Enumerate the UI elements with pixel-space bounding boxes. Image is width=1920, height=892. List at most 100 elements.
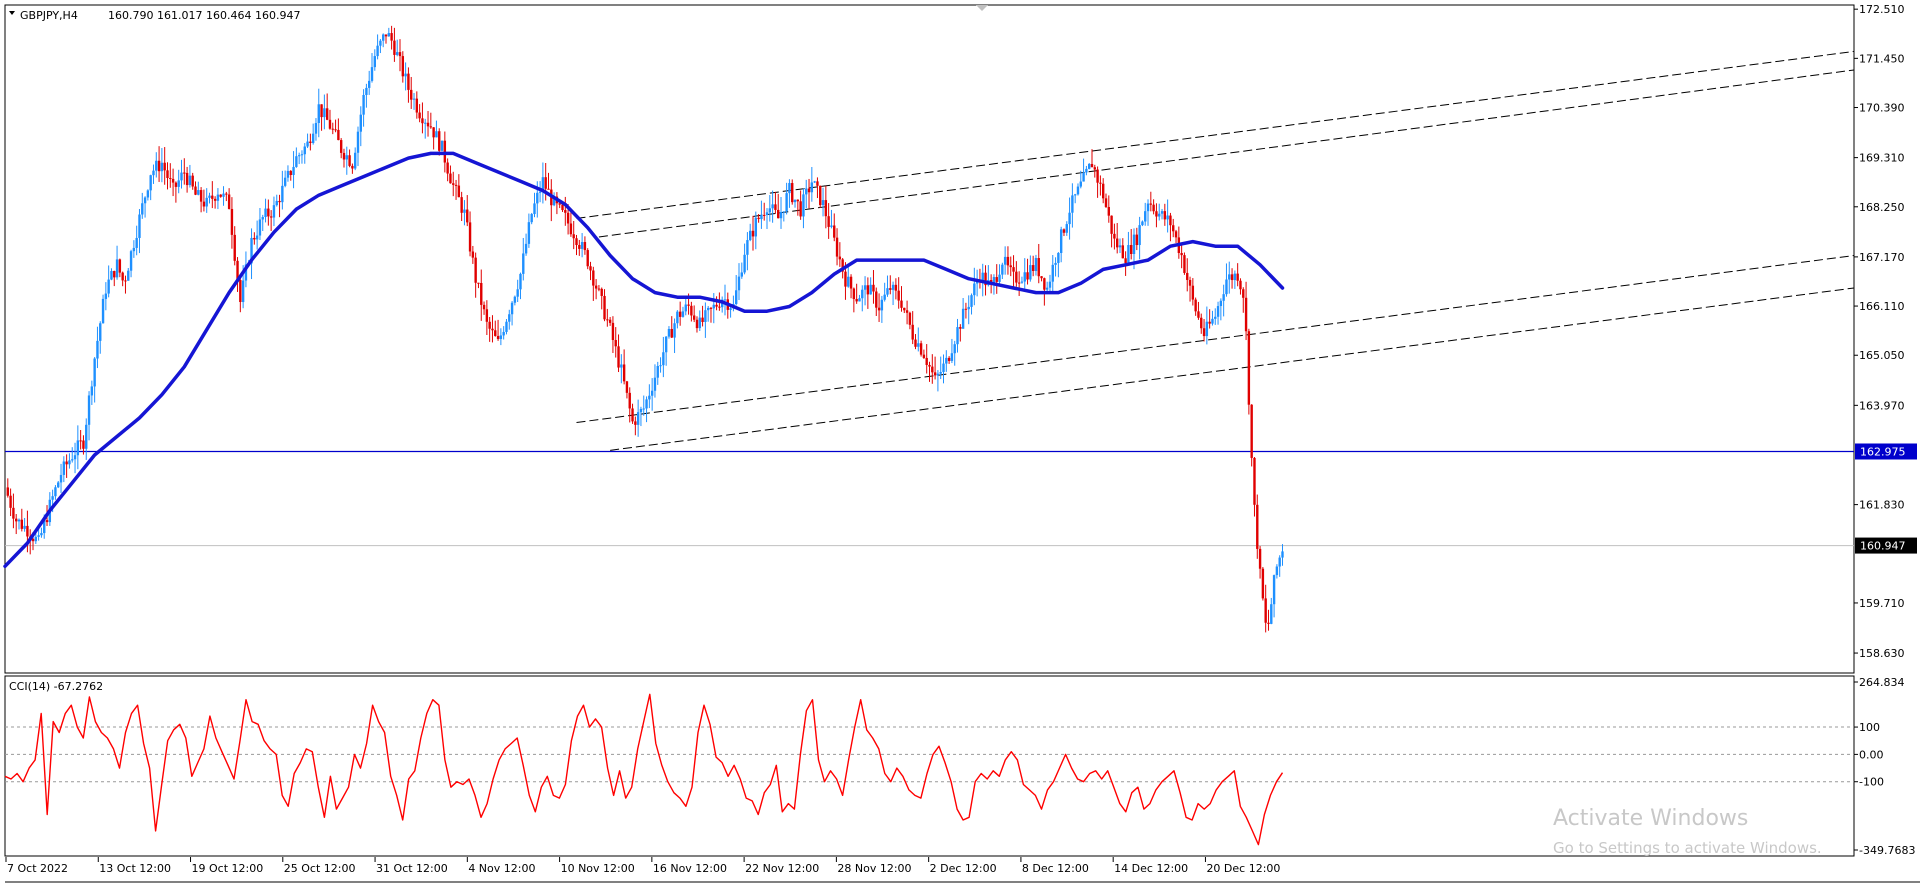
candle-body — [1082, 172, 1085, 182]
symbol-dropdown-icon[interactable] — [9, 11, 15, 15]
channel-trendline[interactable] — [598, 69, 1855, 238]
candle-body — [552, 196, 556, 206]
candle-body — [255, 235, 259, 240]
candle-body — [222, 193, 225, 197]
candle-body — [1169, 215, 1172, 226]
candle-body — [667, 328, 671, 337]
candle-body — [1059, 229, 1063, 253]
candle-body — [51, 496, 54, 500]
price-candles-layer — [6, 25, 1284, 633]
candle-body — [1253, 457, 1256, 505]
candle-body — [485, 309, 489, 322]
candle-body — [353, 152, 357, 169]
candle-body — [376, 45, 379, 57]
candle-body — [1054, 262, 1057, 265]
candle-body — [791, 183, 794, 203]
candle-body — [194, 186, 197, 195]
candle-body — [622, 364, 626, 382]
candle-body — [163, 162, 166, 171]
candle-body — [373, 56, 376, 68]
candle-body — [835, 237, 839, 257]
candle-body — [785, 193, 788, 212]
candle-body — [967, 306, 970, 310]
time-tick-label: 14 Dec 12:00 — [1114, 862, 1188, 875]
candle-body — [264, 208, 267, 218]
candle-body — [821, 200, 825, 206]
candle-body — [1116, 238, 1119, 248]
candle-body — [26, 525, 29, 537]
candle-body — [174, 182, 178, 187]
candle-body — [1006, 256, 1010, 266]
candle-body — [113, 271, 116, 278]
channel-trendline[interactable] — [576, 255, 1855, 423]
candle-body — [337, 129, 340, 141]
candle-body — [852, 288, 856, 300]
candle-body — [281, 185, 284, 203]
candle-body — [1247, 331, 1251, 405]
candle-body — [813, 181, 816, 183]
candle-body — [659, 365, 662, 367]
candle-body — [1202, 328, 1206, 337]
candle-body — [1034, 258, 1038, 272]
candle-body — [737, 276, 741, 291]
candle-body — [1233, 273, 1237, 281]
candle-body — [202, 201, 206, 207]
time-tick-label: 2 Dec 12:00 — [930, 862, 997, 875]
current-price-badge — [1855, 537, 1917, 554]
candle-body — [1076, 186, 1080, 195]
scroll-shift-marker-icon[interactable] — [976, 5, 988, 11]
price-tick-label: 159.710 — [1859, 597, 1905, 610]
candle-body — [82, 440, 85, 449]
candle-body — [522, 253, 525, 274]
candle-body — [185, 172, 189, 186]
candle-body — [325, 108, 329, 120]
candle-body — [530, 214, 533, 223]
candle-body — [59, 474, 63, 483]
candle-body — [642, 408, 645, 410]
candle-body — [536, 192, 539, 204]
candle-body — [824, 200, 828, 217]
candle-body — [538, 191, 542, 193]
candle-body — [1208, 321, 1211, 324]
candle-body — [104, 293, 108, 299]
candle-body — [606, 319, 609, 321]
candle-body — [816, 181, 819, 186]
price-tick-label: 163.970 — [1859, 399, 1905, 412]
candle-body — [544, 177, 547, 189]
candle-body — [1186, 272, 1189, 280]
candle-body — [1219, 300, 1223, 307]
candle-body — [984, 272, 987, 286]
candle-body — [1023, 272, 1026, 282]
candle-body — [188, 175, 192, 186]
candle-body — [533, 203, 536, 215]
candle-body — [9, 495, 12, 508]
candle-body — [384, 34, 388, 37]
candle-body — [149, 175, 152, 191]
candle-body — [488, 321, 491, 329]
candle-body — [1048, 281, 1052, 288]
candle-body — [1267, 622, 1270, 624]
channel-trendline[interactable] — [610, 287, 1855, 451]
candle-body — [15, 518, 18, 522]
candle-body — [367, 80, 371, 88]
candle-body — [1020, 281, 1024, 283]
activate-windows-title: Activate Windows — [1553, 806, 1748, 831]
candle-body — [914, 339, 917, 347]
price-tick-label: 166.110 — [1859, 300, 1905, 313]
candle-body — [973, 283, 976, 296]
candle-body — [34, 536, 38, 542]
time-tick-label: 7 Oct 2022 — [7, 862, 68, 875]
candle-body — [1090, 163, 1094, 168]
candle-body — [1062, 229, 1066, 233]
candle-body — [561, 204, 564, 211]
candle-body — [894, 284, 898, 291]
price-tick-label: 171.450 — [1859, 52, 1905, 65]
candle-body — [625, 381, 629, 393]
candle-body — [611, 322, 615, 340]
candle-body — [1250, 404, 1253, 458]
candle-body — [723, 299, 727, 301]
candle-body — [1183, 255, 1186, 273]
candle-body — [197, 190, 200, 195]
candle-body — [334, 129, 337, 131]
